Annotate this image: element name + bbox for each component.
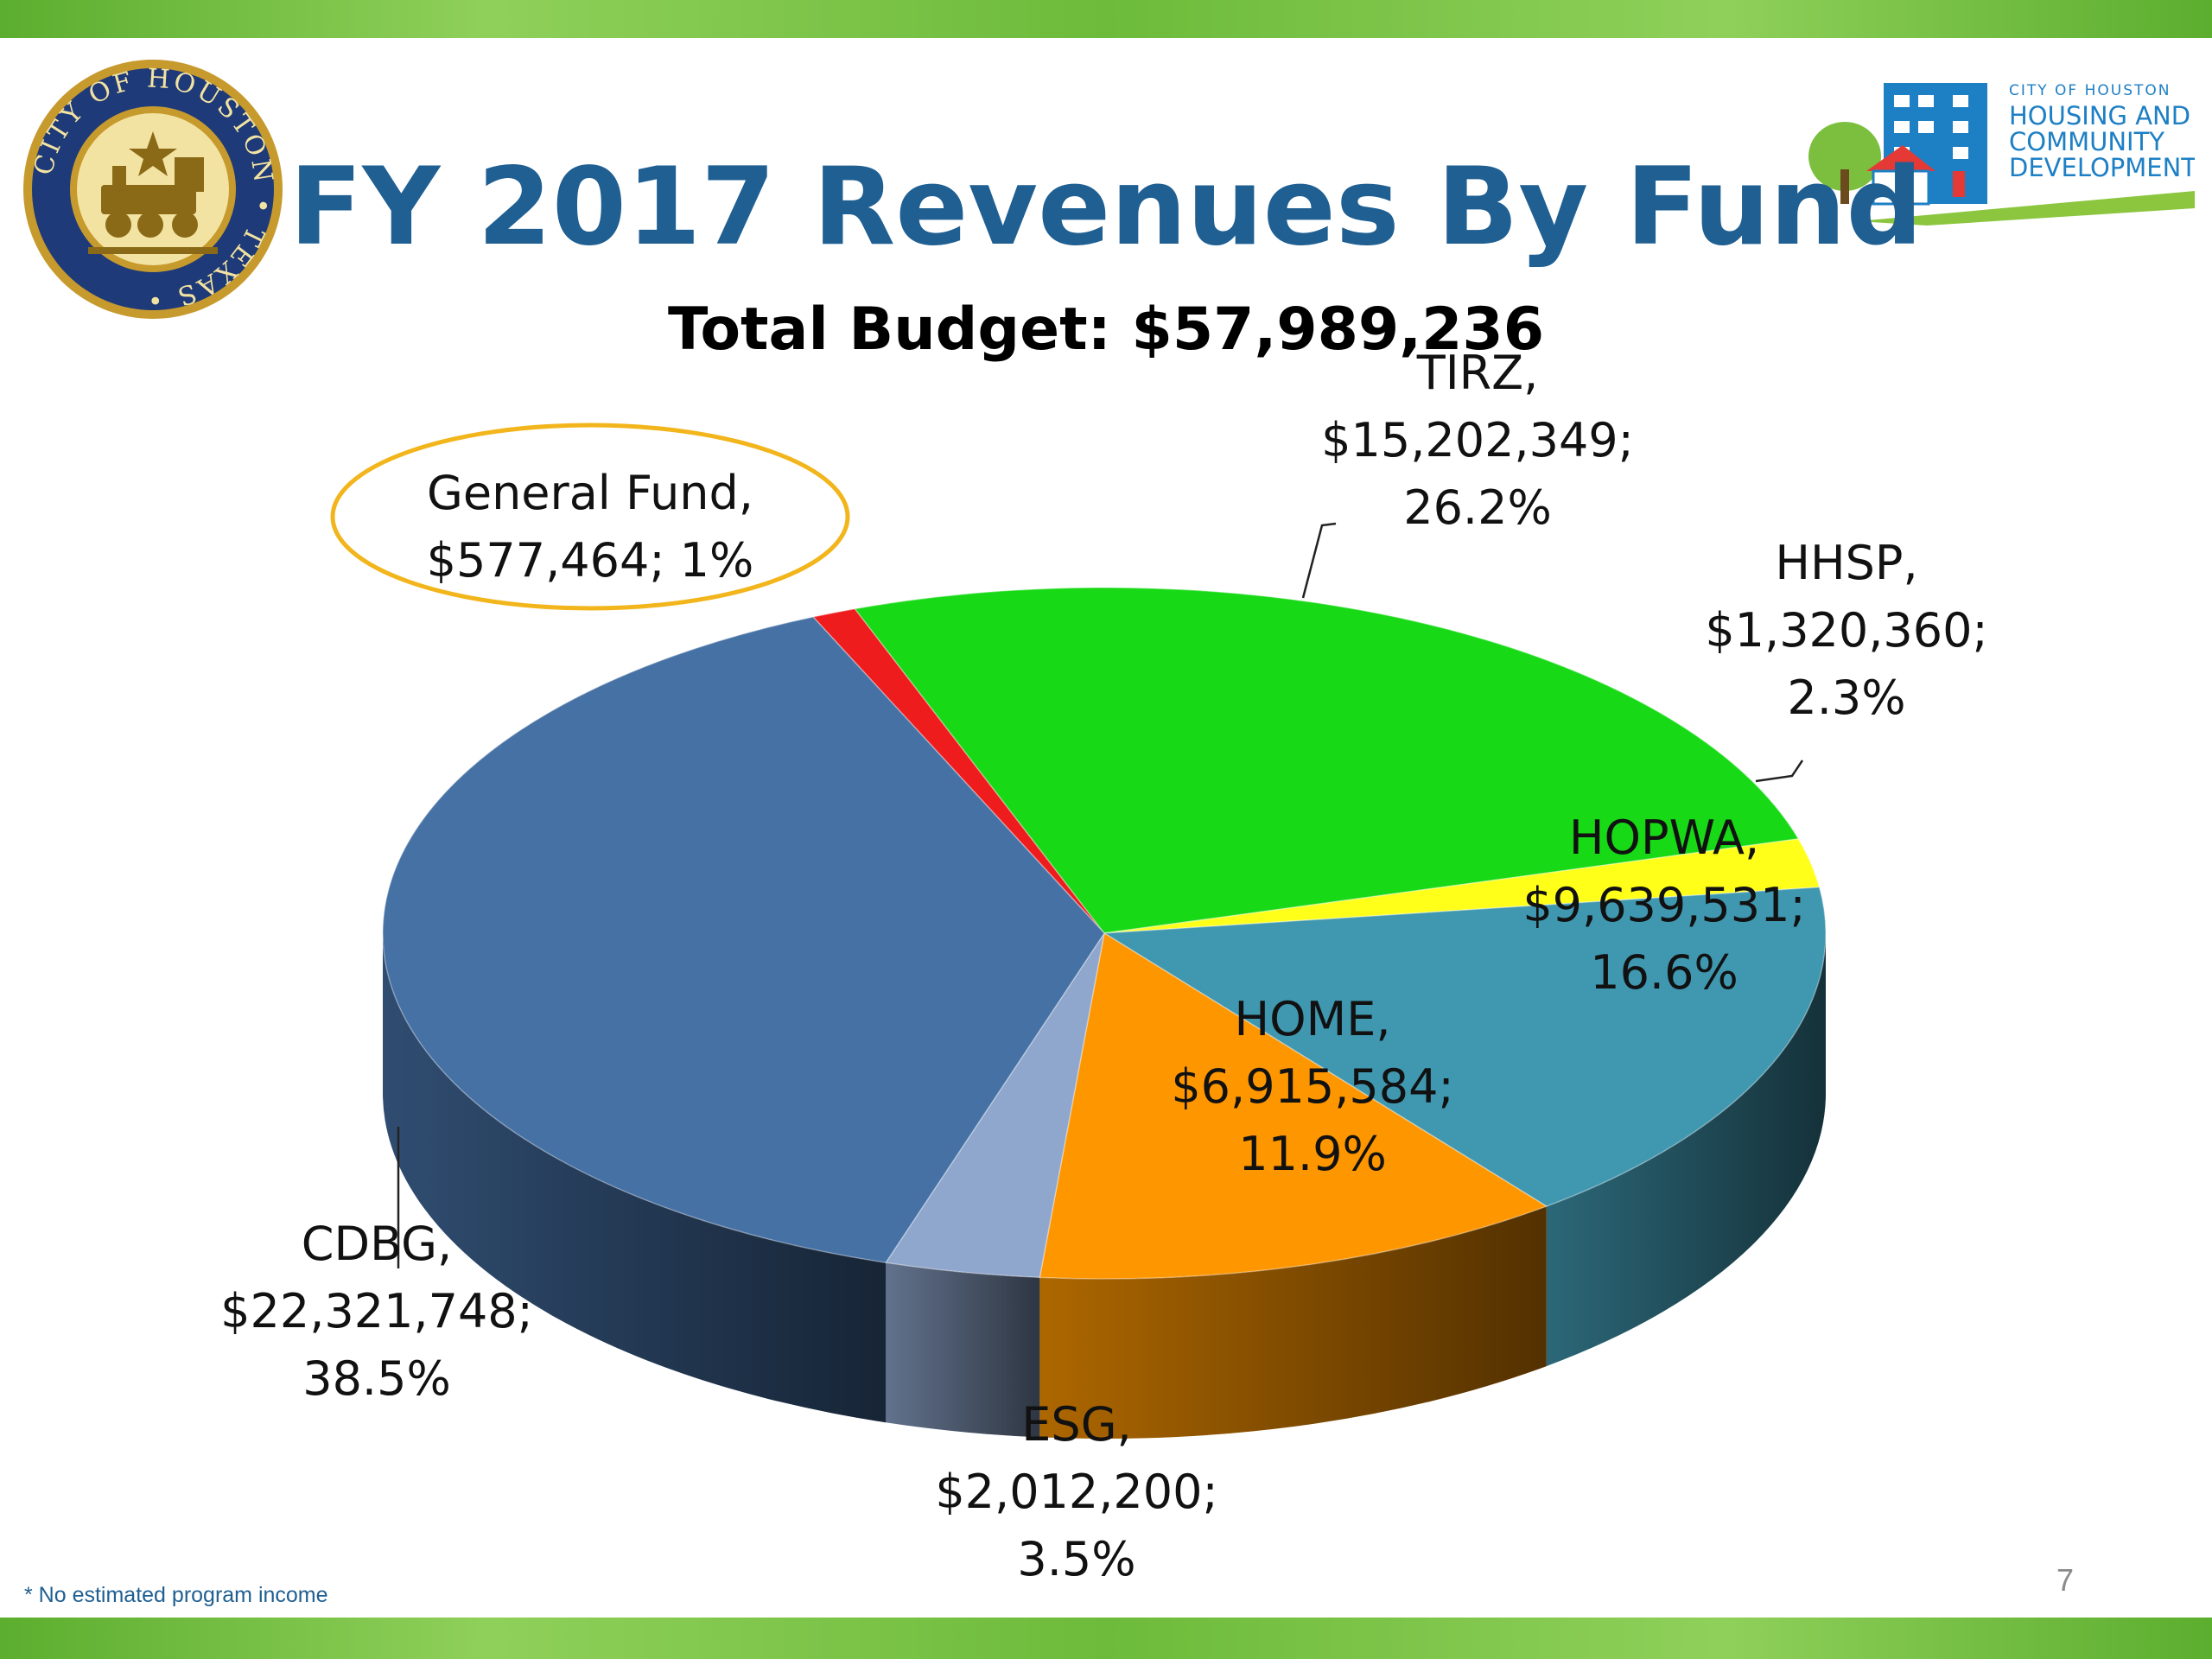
- data-label-esg: ESG, $2,012,200; 3.5%: [935, 1397, 1217, 1586]
- total-budget: Total Budget: $57,989,236: [667, 296, 1545, 364]
- pie-slice-tirz: [854, 587, 1800, 934]
- svg-text:COMMUNITY: COMMUNITY: [2009, 127, 2164, 156]
- pie-side-shade: [1039, 1206, 1547, 1439]
- pie-slice-esg: [884, 932, 1105, 1279]
- svg-text:CITY OF HOUSTON: CITY OF HOUSTON: [2009, 82, 2171, 99]
- pie-slice-cdbg: [382, 616, 1105, 1264]
- pie-slice-hhsp: [1103, 838, 1821, 934]
- bottom-accent-bar: [0, 1618, 2212, 1659]
- svg-text:HOUSING AND: HOUSING AND: [2009, 101, 2190, 130]
- city-seal-logo: CITY OF HOUSTON • TEXAS •: [23, 60, 283, 319]
- pie-side-shade: [383, 933, 887, 1423]
- data-label-home: HOME, $6,915,584; 11.9%: [1171, 992, 1453, 1181]
- footnote: * No estimated program income: [24, 1583, 328, 1607]
- highlight-ring-general-fund: [330, 423, 850, 611]
- pie-slice-home: [1039, 931, 1548, 1280]
- data-label-hopwa: HOPWA, $9,639,531; 16.6%: [1522, 810, 1805, 1000]
- page-number: 7: [2056, 1562, 2075, 1598]
- pie-side-shade: [1546, 933, 1826, 1367]
- leader-line-hhsp: [1755, 760, 1804, 783]
- data-label-hhsp: HHSP, $1,320,360; 2.3%: [1705, 536, 1987, 725]
- pie-side-shade: [886, 1262, 1040, 1438]
- data-label-cdbg: CDBG, $22,321,748; 38.5%: [220, 1217, 533, 1406]
- pie-slice-hopwa: [1102, 887, 1827, 1207]
- data-label-general-fund: General Fund, $577,464; 1%: [427, 466, 754, 588]
- slide-title: FY 2017 Revenues By Fund: [289, 145, 1923, 270]
- svg-text:DEVELOPMENT: DEVELOPMENT: [2009, 153, 2195, 182]
- hcd-logo: CITY OF HOUSTON HOUSING AND COMMUNITY DE…: [1808, 82, 2195, 226]
- pie-slice-general-fund: [811, 607, 1105, 934]
- top-accent-bar: [0, 0, 2212, 38]
- data-label-tirz: TIRZ, $15,202,349; 26.2%: [1321, 346, 1634, 535]
- leader-line-tirz: [1301, 522, 1337, 599]
